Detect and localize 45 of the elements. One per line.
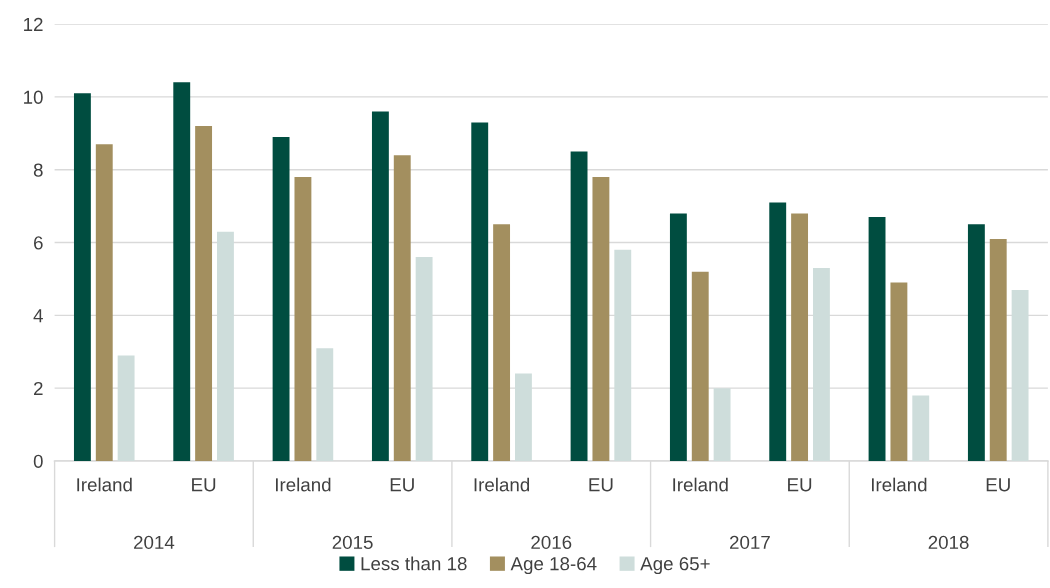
x-tick-label: Ireland (77, 477, 132, 492)
text: 2018 (928, 535, 969, 550)
x-tick-label: EU (986, 478, 1010, 492)
y-tick-label: 4 (33, 309, 43, 323)
bar (868, 217, 886, 461)
y-tick-label: 0 (33, 454, 43, 468)
bar (471, 122, 489, 461)
bar (691, 271, 709, 461)
y-tick-label: 8 (33, 163, 43, 177)
y-tick-label: 6 (34, 236, 43, 250)
bar (95, 144, 113, 461)
bar (173, 82, 191, 461)
bar (989, 238, 1007, 461)
legend-label: Less than 18 (361, 556, 467, 571)
bar (570, 151, 588, 461)
x-tick-label: EU (788, 478, 812, 492)
text: 2014 (134, 535, 175, 550)
bar (195, 126, 213, 461)
x-tick-label: Ireland (275, 477, 331, 492)
x-tick-label: EU (390, 478, 414, 492)
bar (493, 224, 511, 461)
bar (669, 213, 687, 461)
bar (371, 111, 389, 461)
y-tick-label: 12 (24, 17, 43, 31)
legend-label: Age 18-64 (510, 557, 597, 575)
x-tick-label: Ireland (673, 477, 728, 492)
text: 2015 (332, 535, 373, 550)
bar (791, 213, 809, 461)
bar (769, 202, 787, 461)
text: 2016 (531, 535, 572, 550)
legend-label: Age 65+ (640, 557, 710, 575)
bar (967, 224, 985, 461)
y-tick-label: 2 (34, 381, 43, 395)
x-tick-label: EU (589, 478, 613, 492)
x-tick-label: EU (192, 478, 216, 492)
text: 2017 (730, 535, 770, 550)
y-tick-label: 10 (24, 90, 43, 104)
bar (890, 282, 908, 461)
bar (294, 177, 312, 461)
bar (393, 155, 411, 461)
x-tick-label: Ireland (474, 477, 530, 492)
bar (73, 93, 91, 461)
x-tick-label: Ireland (871, 477, 927, 492)
bar (272, 136, 290, 461)
bar (592, 177, 610, 461)
